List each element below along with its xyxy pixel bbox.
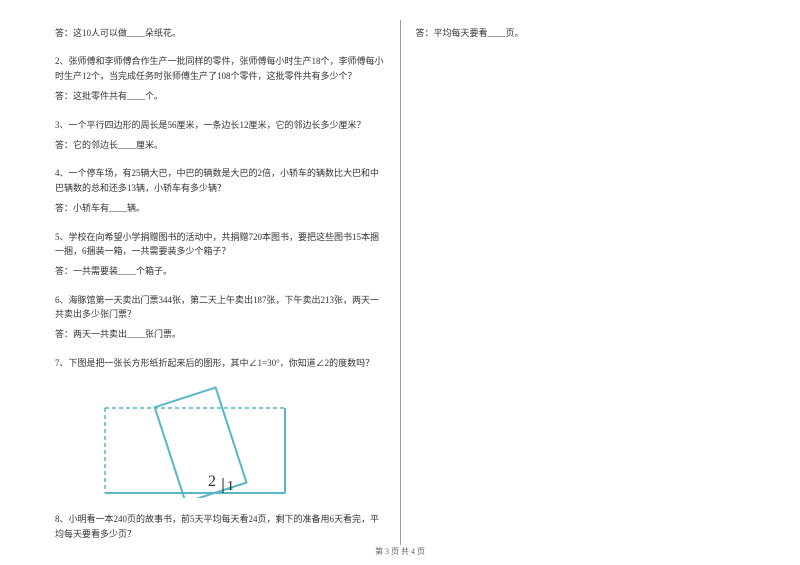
answer-1: 答：这10人可以做____朵纸花。 xyxy=(55,26,385,40)
question-text: 3、一个平行四边形的周长是56厘米，一条边长12厘米，它的邻边长多少厘米？ xyxy=(55,118,385,132)
answer-text: 答：两天一共卖出____张门票。 xyxy=(55,327,385,341)
answer-text: 答：它的邻边长____厘米。 xyxy=(55,138,385,152)
question-text: 2、张师傅和李师傅合作生产一批同样的零件，张师傅每小时生产18个，李师傅每小时生… xyxy=(55,54,385,83)
answer-text: 答：小轿车有____辆。 xyxy=(55,201,385,215)
question-4: 4、一个停车场，有25辆大巴，中巴的辆数是大巴的2倍，小轿车的辆数比大巴和中巴辆… xyxy=(55,166,385,215)
question-text: 7、下图是把一张长方形纸折起来后的图形，其中∠1=30°，你知道∠2的度数吗？ xyxy=(55,356,385,370)
question-5: 5、学校在向希望小学捐赠图书的活动中，共捐赠720本图书，要把这些图书15本捆一… xyxy=(55,230,385,279)
left-column: 答：这10人可以做____朵纸花。 2、张师傅和李师傅合作生产一批同样的零件，张… xyxy=(40,20,401,545)
question-7: 7、下图是把一张长方形纸折起来后的图形，其中∠1=30°，你知道∠2的度数吗？ … xyxy=(55,356,385,498)
question-8: 8、小明看一本240页的故事书，前5天平均每天看24页，剩下的准备用6天看完，平… xyxy=(55,512,385,541)
question-text: 5、学校在向希望小学捐赠图书的活动中，共捐赠720本图书，要把这些图书15本捆一… xyxy=(55,230,385,259)
answer-8: 答：平均每天要看____页。 xyxy=(416,26,746,40)
page-container: 答：这10人可以做____朵纸花。 2、张师傅和李师傅合作生产一批同样的零件，张… xyxy=(0,0,800,565)
right-column: 答：平均每天要看____页。 xyxy=(401,20,761,545)
fold-figure: 2 1 xyxy=(95,378,295,498)
answer-text: 答：平均每天要看____页。 xyxy=(416,26,746,40)
answer-text: 答：这批零件共有____个。 xyxy=(55,89,385,103)
question-text: 8、小明看一本240页的故事书，前5天平均每天看24页，剩下的准备用6天看完，平… xyxy=(55,512,385,541)
page-footer: 第 3 页 共 4 页 xyxy=(0,546,800,557)
angle-label-2: 2 xyxy=(208,473,216,490)
question-text: 4、一个停车场，有25辆大巴，中巴的辆数是大巴的2倍，小轿车的辆数比大巴和中巴辆… xyxy=(55,166,385,195)
question-3: 3、一个平行四边形的周长是56厘米，一条边长12厘米，它的邻边长多少厘米？ 答：… xyxy=(55,118,385,153)
question-text: 6、海豚馆第一天卖出门票344张，第二天上午卖出187张，下午卖出213张，两天… xyxy=(55,293,385,322)
answer-text: 答：一共需要装____个箱子。 xyxy=(55,264,385,278)
question-2: 2、张师傅和李师傅合作生产一批同样的零件，张师傅每小时生产18个，李师傅每小时生… xyxy=(55,54,385,103)
angle-label-1: 1 xyxy=(227,479,234,494)
answer-text: 答：这10人可以做____朵纸花。 xyxy=(55,26,385,40)
figure-svg: 2 1 xyxy=(95,378,295,498)
question-6: 6、海豚馆第一天卖出门票344张，第二天上午卖出187张，下午卖出213张，两天… xyxy=(55,293,385,342)
